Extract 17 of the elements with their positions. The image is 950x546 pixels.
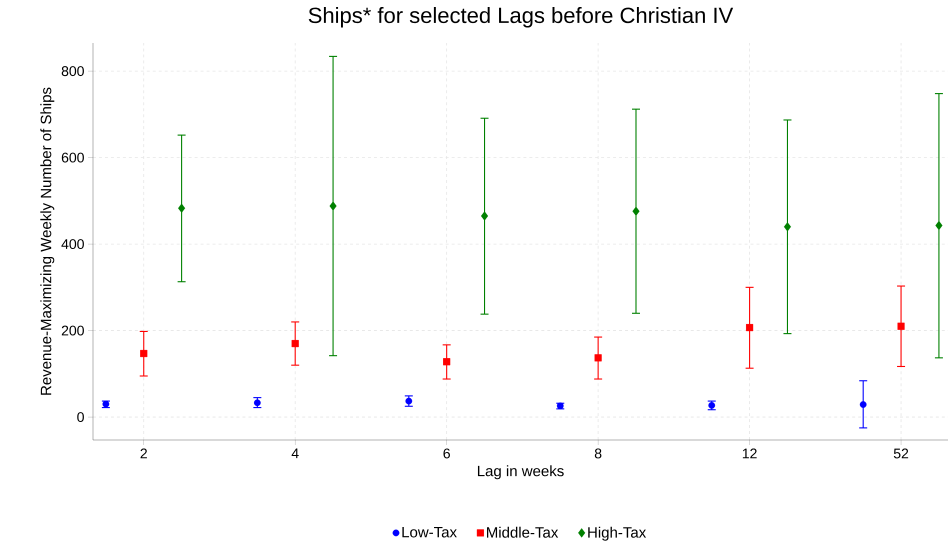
legend-label: High-Tax (588, 526, 646, 541)
y-tick-label: 800 (62, 66, 84, 76)
y-tick-label: 200 (62, 326, 84, 336)
chart-title: Ships* for selected Lags before Christian IV (308, 6, 734, 28)
x-tick-label: 52 (894, 448, 908, 458)
x-tick-label: 8 (594, 448, 602, 458)
legend-label: Middle-Tax (487, 526, 558, 538)
x-tick-label: 6 (443, 448, 450, 458)
x-axis-title: Lag in weeks (478, 465, 564, 480)
x-tick-label: 2 (140, 448, 147, 458)
legend-label: Low-Tax (402, 526, 457, 538)
y-tick-label: 400 (61, 239, 84, 250)
x-tick-label: 4 (292, 448, 299, 458)
y-tick-label: 600 (62, 152, 84, 163)
y-tick-label: 0 (77, 412, 84, 422)
x-tick-label: 12 (742, 448, 757, 458)
y-axis-title: Revenue-Maximizing Weekly Number of Ships (40, 88, 54, 395)
